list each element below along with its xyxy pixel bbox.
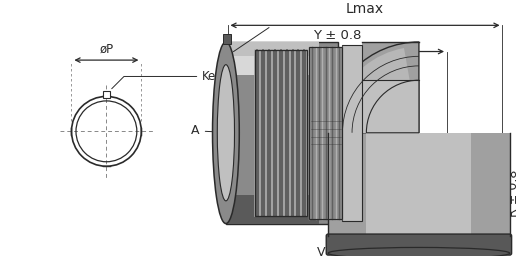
Bar — [223, 34, 231, 44]
FancyBboxPatch shape — [326, 234, 512, 255]
Text: øP: øP — [99, 42, 114, 55]
FancyBboxPatch shape — [343, 45, 362, 221]
Text: R ± 0.8: R ± 0.8 — [507, 169, 520, 217]
Bar — [226, 56, 318, 75]
Text: Keymapping: Keymapping — [112, 70, 276, 89]
Wedge shape — [338, 48, 419, 133]
Bar — [328, 133, 510, 236]
Text: V: V — [317, 246, 408, 259]
Ellipse shape — [328, 247, 510, 259]
Text: Lmax: Lmax — [346, 2, 384, 16]
Ellipse shape — [213, 42, 239, 224]
Bar — [254, 50, 307, 216]
Bar — [362, 80, 419, 133]
Text: A: A — [191, 124, 232, 137]
Bar — [254, 50, 307, 216]
Bar — [226, 42, 318, 56]
Bar — [362, 42, 419, 133]
Bar — [309, 47, 343, 219]
Wedge shape — [366, 80, 419, 133]
Bar — [309, 47, 343, 219]
FancyBboxPatch shape — [226, 42, 338, 224]
Bar — [366, 133, 472, 236]
Wedge shape — [328, 42, 419, 133]
Bar — [226, 195, 318, 224]
Text: Y ± 0.8: Y ± 0.8 — [313, 29, 362, 42]
Bar — [103, 91, 110, 98]
Ellipse shape — [218, 65, 234, 201]
